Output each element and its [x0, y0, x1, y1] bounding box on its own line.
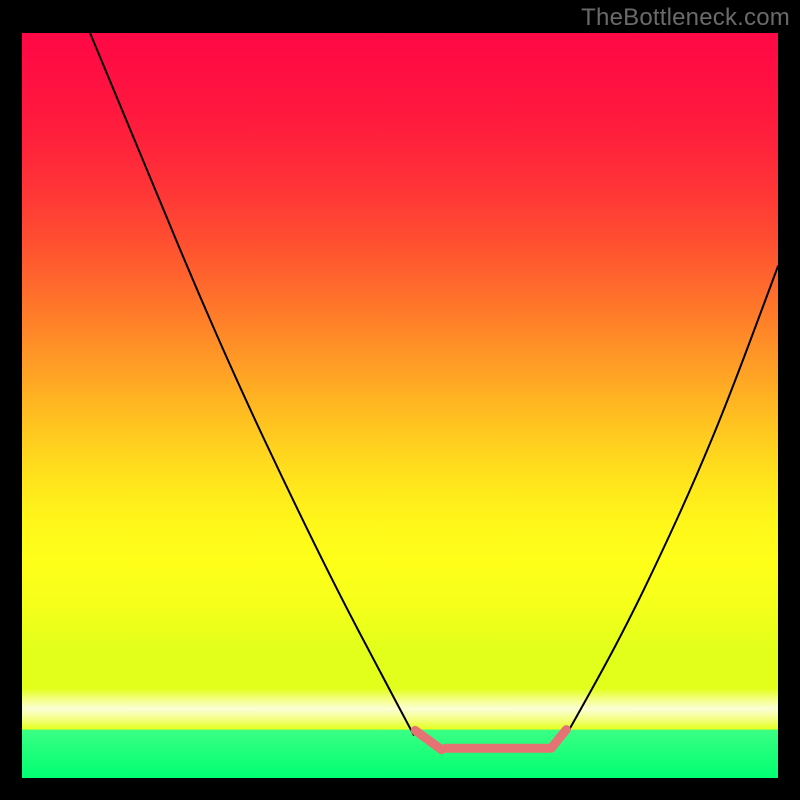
plot-area [22, 33, 778, 778]
plot-svg [22, 33, 778, 778]
watermark-text: TheBottleneck.com [581, 4, 790, 32]
chart-root: TheBottleneck.com [0, 0, 800, 800]
